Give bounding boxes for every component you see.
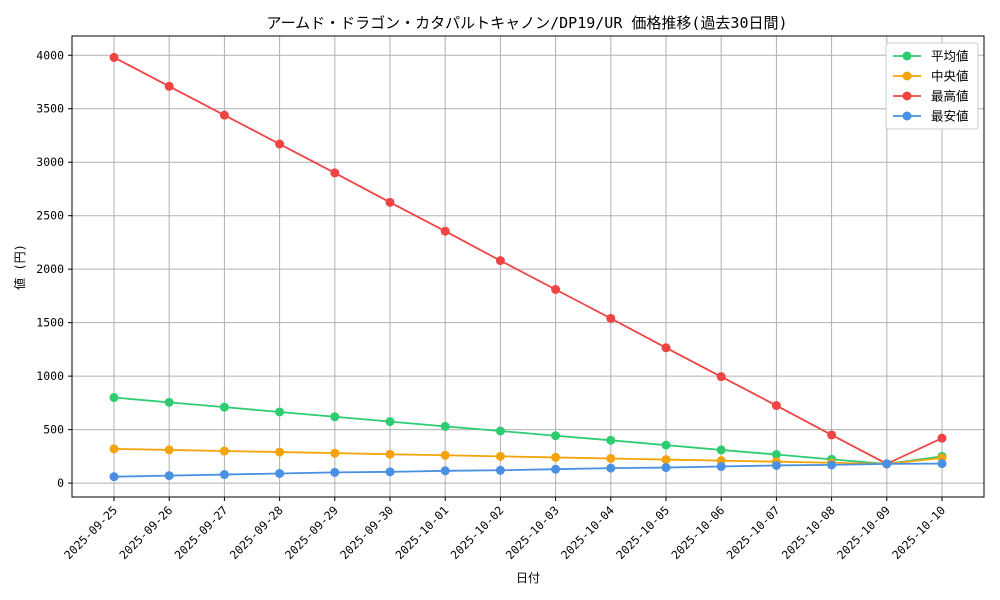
data-point: [551, 452, 561, 462]
data-point: [495, 256, 505, 266]
data-point: [606, 463, 616, 473]
data-point: [164, 445, 174, 455]
data-point: [275, 139, 285, 149]
data-point: [275, 407, 285, 417]
data-point: [827, 460, 837, 470]
data-point: [275, 447, 285, 457]
legend-item: 最安値: [893, 109, 969, 124]
data-point: [771, 460, 781, 470]
data-point: [219, 470, 229, 480]
data-point: [551, 284, 561, 294]
series-0: [109, 393, 947, 469]
data-point: [495, 465, 505, 475]
y-tick-label: 3500: [36, 102, 64, 116]
data-point: [827, 430, 837, 440]
series-line: [113, 447, 943, 465]
y-axis: 0 500 1000 1500 2000 2500 3000 3500 4000: [36, 48, 72, 490]
legend-label: 中央値: [931, 69, 969, 84]
data-point: [440, 466, 450, 476]
data-point: [164, 81, 174, 91]
y-tick-label: 500: [43, 423, 64, 437]
legend-box: [885, 42, 979, 130]
y-axis-label: 値 (円): [12, 244, 27, 290]
data-point: [716, 445, 726, 455]
data-point: [440, 226, 450, 236]
data-point: [716, 372, 726, 382]
data-point: [661, 455, 671, 465]
data-point: [164, 471, 174, 481]
data-point: [330, 168, 340, 178]
data-point: [937, 459, 947, 469]
data-point: [109, 444, 119, 454]
legend-marker: [902, 51, 912, 61]
data-point: [330, 467, 340, 477]
data-point: [440, 421, 450, 431]
data-point: [330, 412, 340, 422]
data-point: [716, 462, 726, 472]
data-point: [661, 463, 671, 473]
data-point: [882, 459, 892, 469]
data-point: [606, 313, 616, 323]
y-tick-label: 1500: [36, 316, 64, 330]
data-point: [275, 468, 285, 478]
y-tick-label: 2000: [36, 262, 64, 276]
legend-item: 最高値: [893, 89, 969, 104]
legend-marker: [902, 111, 912, 121]
data-point: [385, 467, 395, 477]
series-line: [113, 56, 943, 465]
series-line: [113, 462, 943, 478]
legend-item: 平均値: [893, 49, 969, 64]
legend-marker: [902, 91, 912, 101]
data-point: [219, 402, 229, 412]
legend-label: 最高値: [931, 89, 969, 104]
data-point: [771, 401, 781, 411]
data-point: [164, 397, 174, 407]
data-point: [606, 435, 616, 445]
data-point: [495, 451, 505, 461]
data-point: [385, 417, 395, 427]
data-point: [385, 197, 395, 207]
data-point: [937, 433, 947, 443]
data-point: [219, 446, 229, 456]
data-point: [551, 464, 561, 474]
series-3: [109, 459, 947, 482]
data-point: [661, 440, 671, 450]
series-line: [113, 396, 943, 465]
y-tick-label: 3000: [36, 155, 64, 169]
legend-label: 平均値: [931, 49, 969, 64]
data-point: [551, 431, 561, 441]
data-point: [385, 449, 395, 459]
x-axis-label: 日付: [516, 571, 540, 585]
series-2: [109, 52, 947, 469]
data-point: [109, 472, 119, 482]
data-point: [495, 426, 505, 436]
y-tick-label: 1000: [36, 369, 64, 383]
series-layer: [109, 52, 947, 482]
data-point: [661, 343, 671, 353]
y-tick-label: 4000: [36, 48, 64, 62]
data-point: [771, 450, 781, 460]
legend-marker: [902, 71, 912, 81]
plot-frame: [71, 35, 985, 498]
data-point: [219, 110, 229, 120]
chart-title: アームド・ドラゴン・カタパルトキャノン/DP19/UR 価格推移(過去30日間): [266, 14, 787, 32]
data-point: [109, 393, 119, 403]
y-tick-label: 0: [57, 476, 64, 490]
data-point: [330, 448, 340, 458]
legend-item: 中央値: [893, 69, 969, 84]
data-point: [109, 52, 119, 62]
data-point: [606, 453, 616, 463]
legend-label: 最安値: [931, 109, 969, 124]
data-point: [440, 450, 450, 460]
y-tick-label: 2500: [36, 209, 64, 223]
